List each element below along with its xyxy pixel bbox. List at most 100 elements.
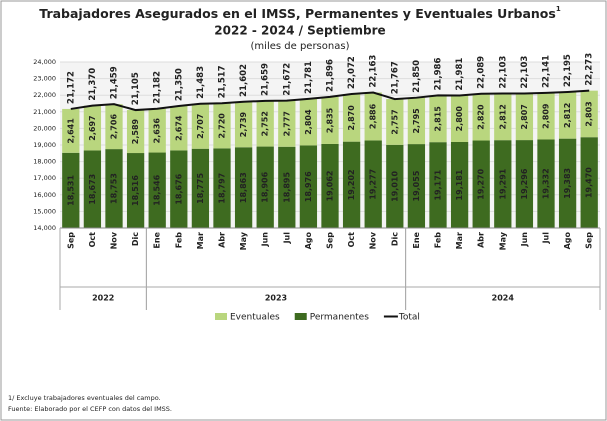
bar <box>580 90 598 138</box>
value-label: 2,812 <box>498 104 507 129</box>
value-label: 18,906 <box>261 171 270 202</box>
value-label: 19,171 <box>434 169 443 200</box>
value-label: 18,976 <box>304 171 313 202</box>
bar <box>126 153 145 228</box>
x-tick-label: Feb <box>434 232 443 249</box>
bar <box>105 104 123 150</box>
total-label: 22,103 <box>520 56 530 89</box>
bar <box>386 144 404 228</box>
value-label: 2,707 <box>196 114 205 139</box>
bar <box>342 94 361 142</box>
value-label: 2,589 <box>131 118 140 144</box>
total-label: 21,896 <box>326 59 336 92</box>
bar <box>256 146 274 228</box>
value-label: 19,291 <box>498 168 507 199</box>
value-label: 2,795 <box>412 108 421 134</box>
bar <box>364 92 382 141</box>
bar <box>299 98 318 146</box>
bar <box>170 105 188 151</box>
footnote: Fuente: Elaborado por el CEFP con datos … <box>8 405 172 413</box>
y-tick-label: 15,000 <box>33 207 56 215</box>
value-label: 2,870 <box>347 105 356 131</box>
bar <box>321 143 339 228</box>
bar <box>62 152 80 228</box>
x-tick-label: Ene <box>412 231 421 248</box>
x-tick-label: Jul <box>282 232 291 245</box>
x-tick-label: Ago <box>563 232 572 250</box>
total-label: 21,370 <box>88 68 98 101</box>
value-label: 2,739 <box>239 111 248 137</box>
x-tick-label: Jul <box>542 232 551 245</box>
y-tick-label: 20,000 <box>33 124 56 132</box>
x-tick-label: Ago <box>304 232 313 250</box>
total-label: 21,981 <box>455 58 465 91</box>
legend-swatch <box>215 313 227 320</box>
y-tick-label: 17,000 <box>33 174 56 182</box>
title-mark: 1 <box>556 5 561 13</box>
total-label: 22,195 <box>563 54 573 87</box>
group-label: 2022 <box>92 294 114 303</box>
bar <box>515 140 534 228</box>
value-label: 2,820 <box>477 104 486 130</box>
x-tick-label: Mar <box>196 232 205 249</box>
x-tick-label: Dic <box>131 232 140 246</box>
bar <box>342 141 361 228</box>
bar <box>105 149 123 228</box>
bar <box>450 141 469 228</box>
bar <box>299 145 318 228</box>
bar <box>494 93 512 141</box>
value-label: 2,807 <box>520 104 529 129</box>
total-label: 22,163 <box>369 55 379 88</box>
y-tick-label: 19,000 <box>33 141 56 149</box>
x-tick-label: Mar <box>455 232 464 249</box>
bar <box>278 146 296 228</box>
value-label: 18,531 <box>66 175 75 206</box>
value-label: 2,835 <box>326 107 335 133</box>
total-label: 22,141 <box>542 55 552 88</box>
y-tick-label: 16,000 <box>33 191 56 199</box>
value-label: 19,296 <box>520 168 529 199</box>
x-tick-label: Oct <box>88 232 97 248</box>
x-tick-label: Jun <box>261 232 270 248</box>
group-label: 2024 <box>492 294 515 303</box>
bar <box>62 108 80 153</box>
bar <box>429 95 447 143</box>
x-tick-label: Sep <box>585 232 594 249</box>
bar <box>450 95 469 142</box>
x-tick-label: Dic <box>390 232 399 246</box>
total-label: 22,089 <box>477 56 487 89</box>
y-tick-label: 21,000 <box>33 108 56 116</box>
value-label: 2,720 <box>218 113 227 139</box>
bar <box>321 96 339 144</box>
value-label: 19,010 <box>390 171 399 202</box>
x-tick-label: Jun <box>520 232 529 248</box>
x-tick-label: Abr <box>218 232 227 248</box>
value-label: 2,809 <box>542 103 551 129</box>
value-label: 2,803 <box>585 101 594 126</box>
bar <box>191 148 210 228</box>
value-label: 2,777 <box>282 111 291 136</box>
value-label: 2,757 <box>390 109 399 134</box>
bar <box>234 147 253 228</box>
chart-title: Trabajadores Asegurados en el IMSS, Perm… <box>39 5 561 21</box>
value-label: 2,674 <box>174 115 183 141</box>
bar <box>170 150 188 228</box>
bar <box>558 138 577 228</box>
bar <box>472 140 490 228</box>
total-label: 21,350 <box>174 68 184 101</box>
legend-label: Permanentes <box>310 313 369 323</box>
total-label: 22,273 <box>585 53 595 86</box>
x-tick-label: Ene <box>153 231 162 248</box>
y-tick-label: 14,000 <box>33 224 56 232</box>
value-label: 2,800 <box>455 106 464 132</box>
x-tick-label: May <box>239 231 248 250</box>
x-tick-label: Feb <box>174 232 183 249</box>
value-label: 2,706 <box>110 114 119 140</box>
bar <box>386 99 404 145</box>
x-tick-label: Abr <box>477 232 486 248</box>
total-label: 21,182 <box>153 71 163 104</box>
value-label: 2,752 <box>261 111 270 136</box>
total-label: 21,672 <box>282 63 292 96</box>
value-label: 2,636 <box>153 118 162 144</box>
x-tick-label: Sep <box>66 232 75 249</box>
